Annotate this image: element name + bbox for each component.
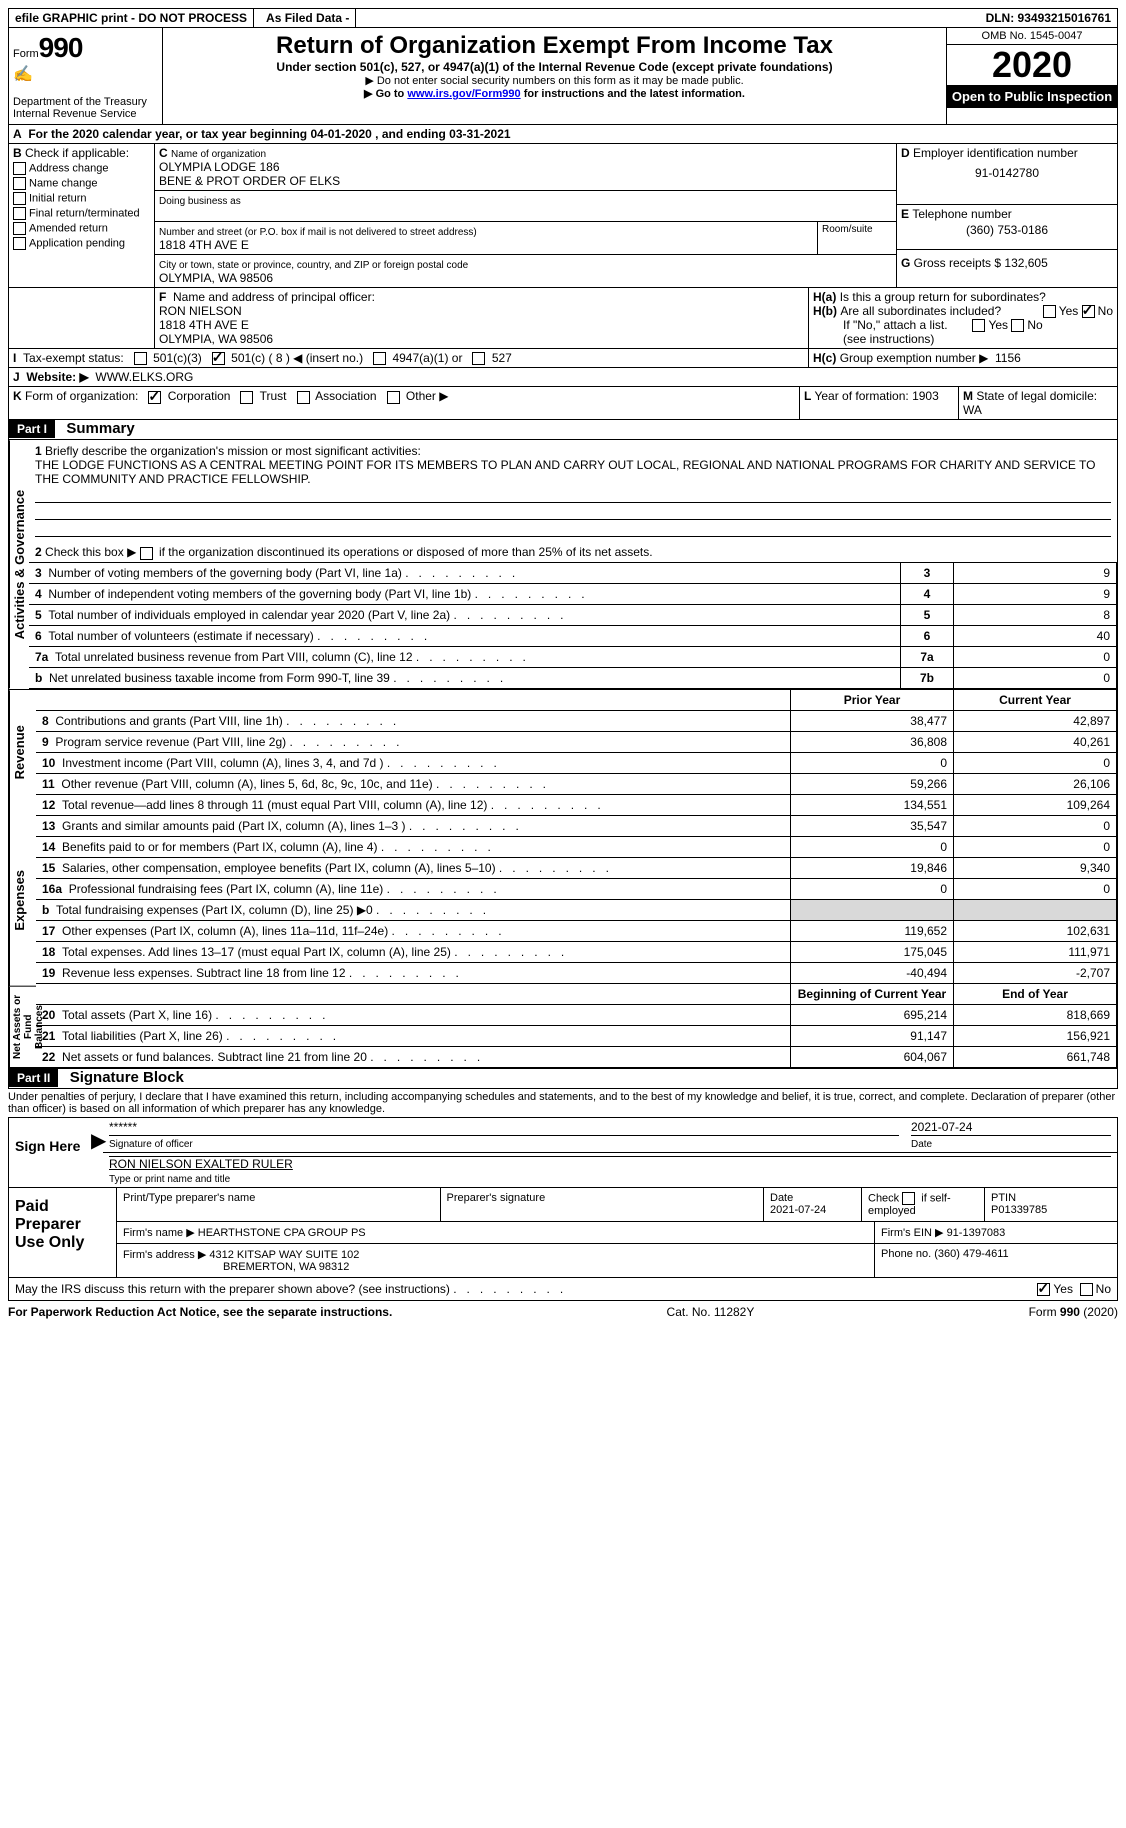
form-number: 990 [39, 32, 83, 63]
fh-block: F Name and address of principal officer:… [8, 288, 1118, 349]
summary-block: Activities & Governance 1 Briefly descri… [8, 440, 1118, 689]
room-suite: Room/suite [817, 222, 896, 254]
form-subtitle: Under section 501(c), 527, or 4947(a)(1)… [175, 60, 934, 74]
year-formation: 1903 [912, 389, 939, 403]
ptin: P01339785 [991, 1204, 1047, 1216]
chk-name[interactable]: Name change [13, 177, 150, 190]
firm-addr1: 4312 KITSAP WAY SUITE 102 [209, 1249, 359, 1261]
mission-text: THE LODGE FUNCTIONS AS A CENTRAL MEETING… [35, 458, 1095, 486]
bcde-block: B Check if applicable: Address change Na… [8, 144, 1118, 288]
form-header: Form990 ✍ Department of the Treasury Int… [8, 28, 1118, 125]
financials-block: Revenue Expenses Net Assets orFund Balan… [8, 690, 1118, 1069]
section-deg: D Employer identification number 91-0142… [897, 144, 1117, 287]
part2-bar: Part II Signature Block [8, 1069, 1118, 1089]
line-a-text: A For the 2020 calendar year, or tax yea… [9, 125, 1117, 143]
section-h: H(a) Is this a group return for subordin… [809, 288, 1117, 348]
phone: (360) 753-0186 [901, 223, 1113, 237]
org-name-1: OLYMPIA LODGE 186 [159, 160, 280, 174]
open-public: Open to Public Inspection [947, 85, 1117, 108]
footer: For Paperwork Reduction Act Notice, see … [8, 1301, 1118, 1319]
as-filed: As Filed Data - [260, 9, 356, 27]
ssn-note: ▶ Do not enter social security numbers o… [175, 74, 934, 87]
header-right: OMB No. 1545-0047 2020 Open to Public In… [946, 28, 1117, 124]
part1-bar: Part I Summary [8, 420, 1118, 440]
section-f: F Name and address of principal officer:… [154, 288, 809, 348]
line-a: A For the 2020 calendar year, or tax yea… [8, 125, 1118, 144]
firm-phone: (360) 479-4611 [934, 1248, 1008, 1260]
vlabel-expenses: Expenses [9, 815, 36, 987]
arrow-icon: ▶ [91, 1118, 103, 1187]
state-domicile: WA [963, 403, 982, 417]
line-i: I Tax-exempt status: 501(c)(3) 501(c) ( … [8, 349, 1118, 368]
gross-receipts: 132,605 [1004, 256, 1047, 270]
ein: 91-0142780 [901, 166, 1113, 180]
chk-final[interactable]: Final return/terminated [13, 207, 150, 220]
org-street: 1818 4TH AVE E [159, 238, 249, 252]
vlabel-revenue: Revenue [9, 690, 36, 815]
chk-amended[interactable]: Amended return [13, 222, 150, 235]
dba-label: Doing business as [159, 196, 241, 207]
sig-date: 2021-07-24 [911, 1120, 972, 1134]
paid-preparer-block: Paid Preparer Use Only Print/Type prepar… [8, 1188, 1118, 1278]
header-left: Form990 ✍ Department of the Treasury Int… [9, 28, 163, 124]
chk-pending[interactable]: Application pending [13, 237, 150, 250]
chk-address[interactable]: Address change [13, 162, 150, 175]
firm-addr2: BREMERTON, WA 98312 [123, 1261, 349, 1273]
sign-here-block: Sign Here ▶ ****** Signature of officer … [8, 1117, 1118, 1188]
section-b: B Check if applicable: Address change Na… [9, 144, 155, 287]
vlabel-governance: Activities & Governance [9, 440, 29, 688]
officer-addr: 1818 4TH AVE E [159, 318, 249, 332]
dept-treasury: Department of the Treasury [13, 96, 158, 108]
officer-name: RON NIELSON [159, 304, 242, 318]
revenue-table: Prior YearCurrent Year 8 Contributions a… [36, 690, 1117, 1068]
discuss-line: May the IRS discuss this return with the… [8, 1278, 1118, 1301]
irs-label: Internal Revenue Service [13, 108, 158, 120]
group-exemption: 1156 [995, 351, 1021, 365]
officer-print-name: RON NIELSON EXALTED RULER [109, 1157, 293, 1171]
irs-link[interactable]: www.irs.gov/Form990 [407, 88, 520, 100]
form-title: Return of Organization Exempt From Incom… [175, 32, 934, 60]
governance-table: 3 Number of voting members of the govern… [29, 562, 1117, 689]
firm-ein: 91-1397083 [947, 1227, 1006, 1239]
dln: DLN: 93493215016761 [980, 9, 1117, 27]
form-prefix: Form [13, 48, 39, 60]
org-name-2: BENE & PROT ORDER OF ELKS [159, 174, 340, 188]
firm-name: HEARTHSTONE CPA GROUP PS [198, 1227, 366, 1239]
top-bar: efile GRAPHIC print - DO NOT PROCESS As … [8, 8, 1118, 28]
header-mid: Return of Organization Exempt From Incom… [163, 28, 946, 124]
goto-note: ▶ Go to www.irs.gov/Form990 for instruct… [175, 87, 934, 100]
paid-preparer-label: Paid Preparer Use Only [9, 1188, 116, 1277]
tax-year: 2020 [947, 45, 1117, 85]
chk-initial[interactable]: Initial return [13, 192, 150, 205]
officer-city: OLYMPIA, WA 98506 [159, 332, 273, 346]
sign-here-label: Sign Here [9, 1118, 91, 1187]
org-city: OLYMPIA, WA 98506 [159, 271, 273, 285]
vlabel-netassets: Net Assets orFund Balances [9, 987, 36, 1068]
website: WWW.ELKS.ORG [95, 370, 193, 384]
section-c: C Name of organization OLYMPIA LODGE 186… [155, 144, 897, 287]
efile-notice: efile GRAPHIC print - DO NOT PROCESS [9, 9, 254, 27]
line-klm: K Form of organization: Corporation Trus… [8, 387, 1118, 420]
omb-no: OMB No. 1545-0047 [947, 28, 1117, 45]
perjury-text: Under penalties of perjury, I declare th… [8, 1089, 1118, 1117]
line-j: J Website: ▶ WWW.ELKS.ORG [8, 368, 1118, 387]
